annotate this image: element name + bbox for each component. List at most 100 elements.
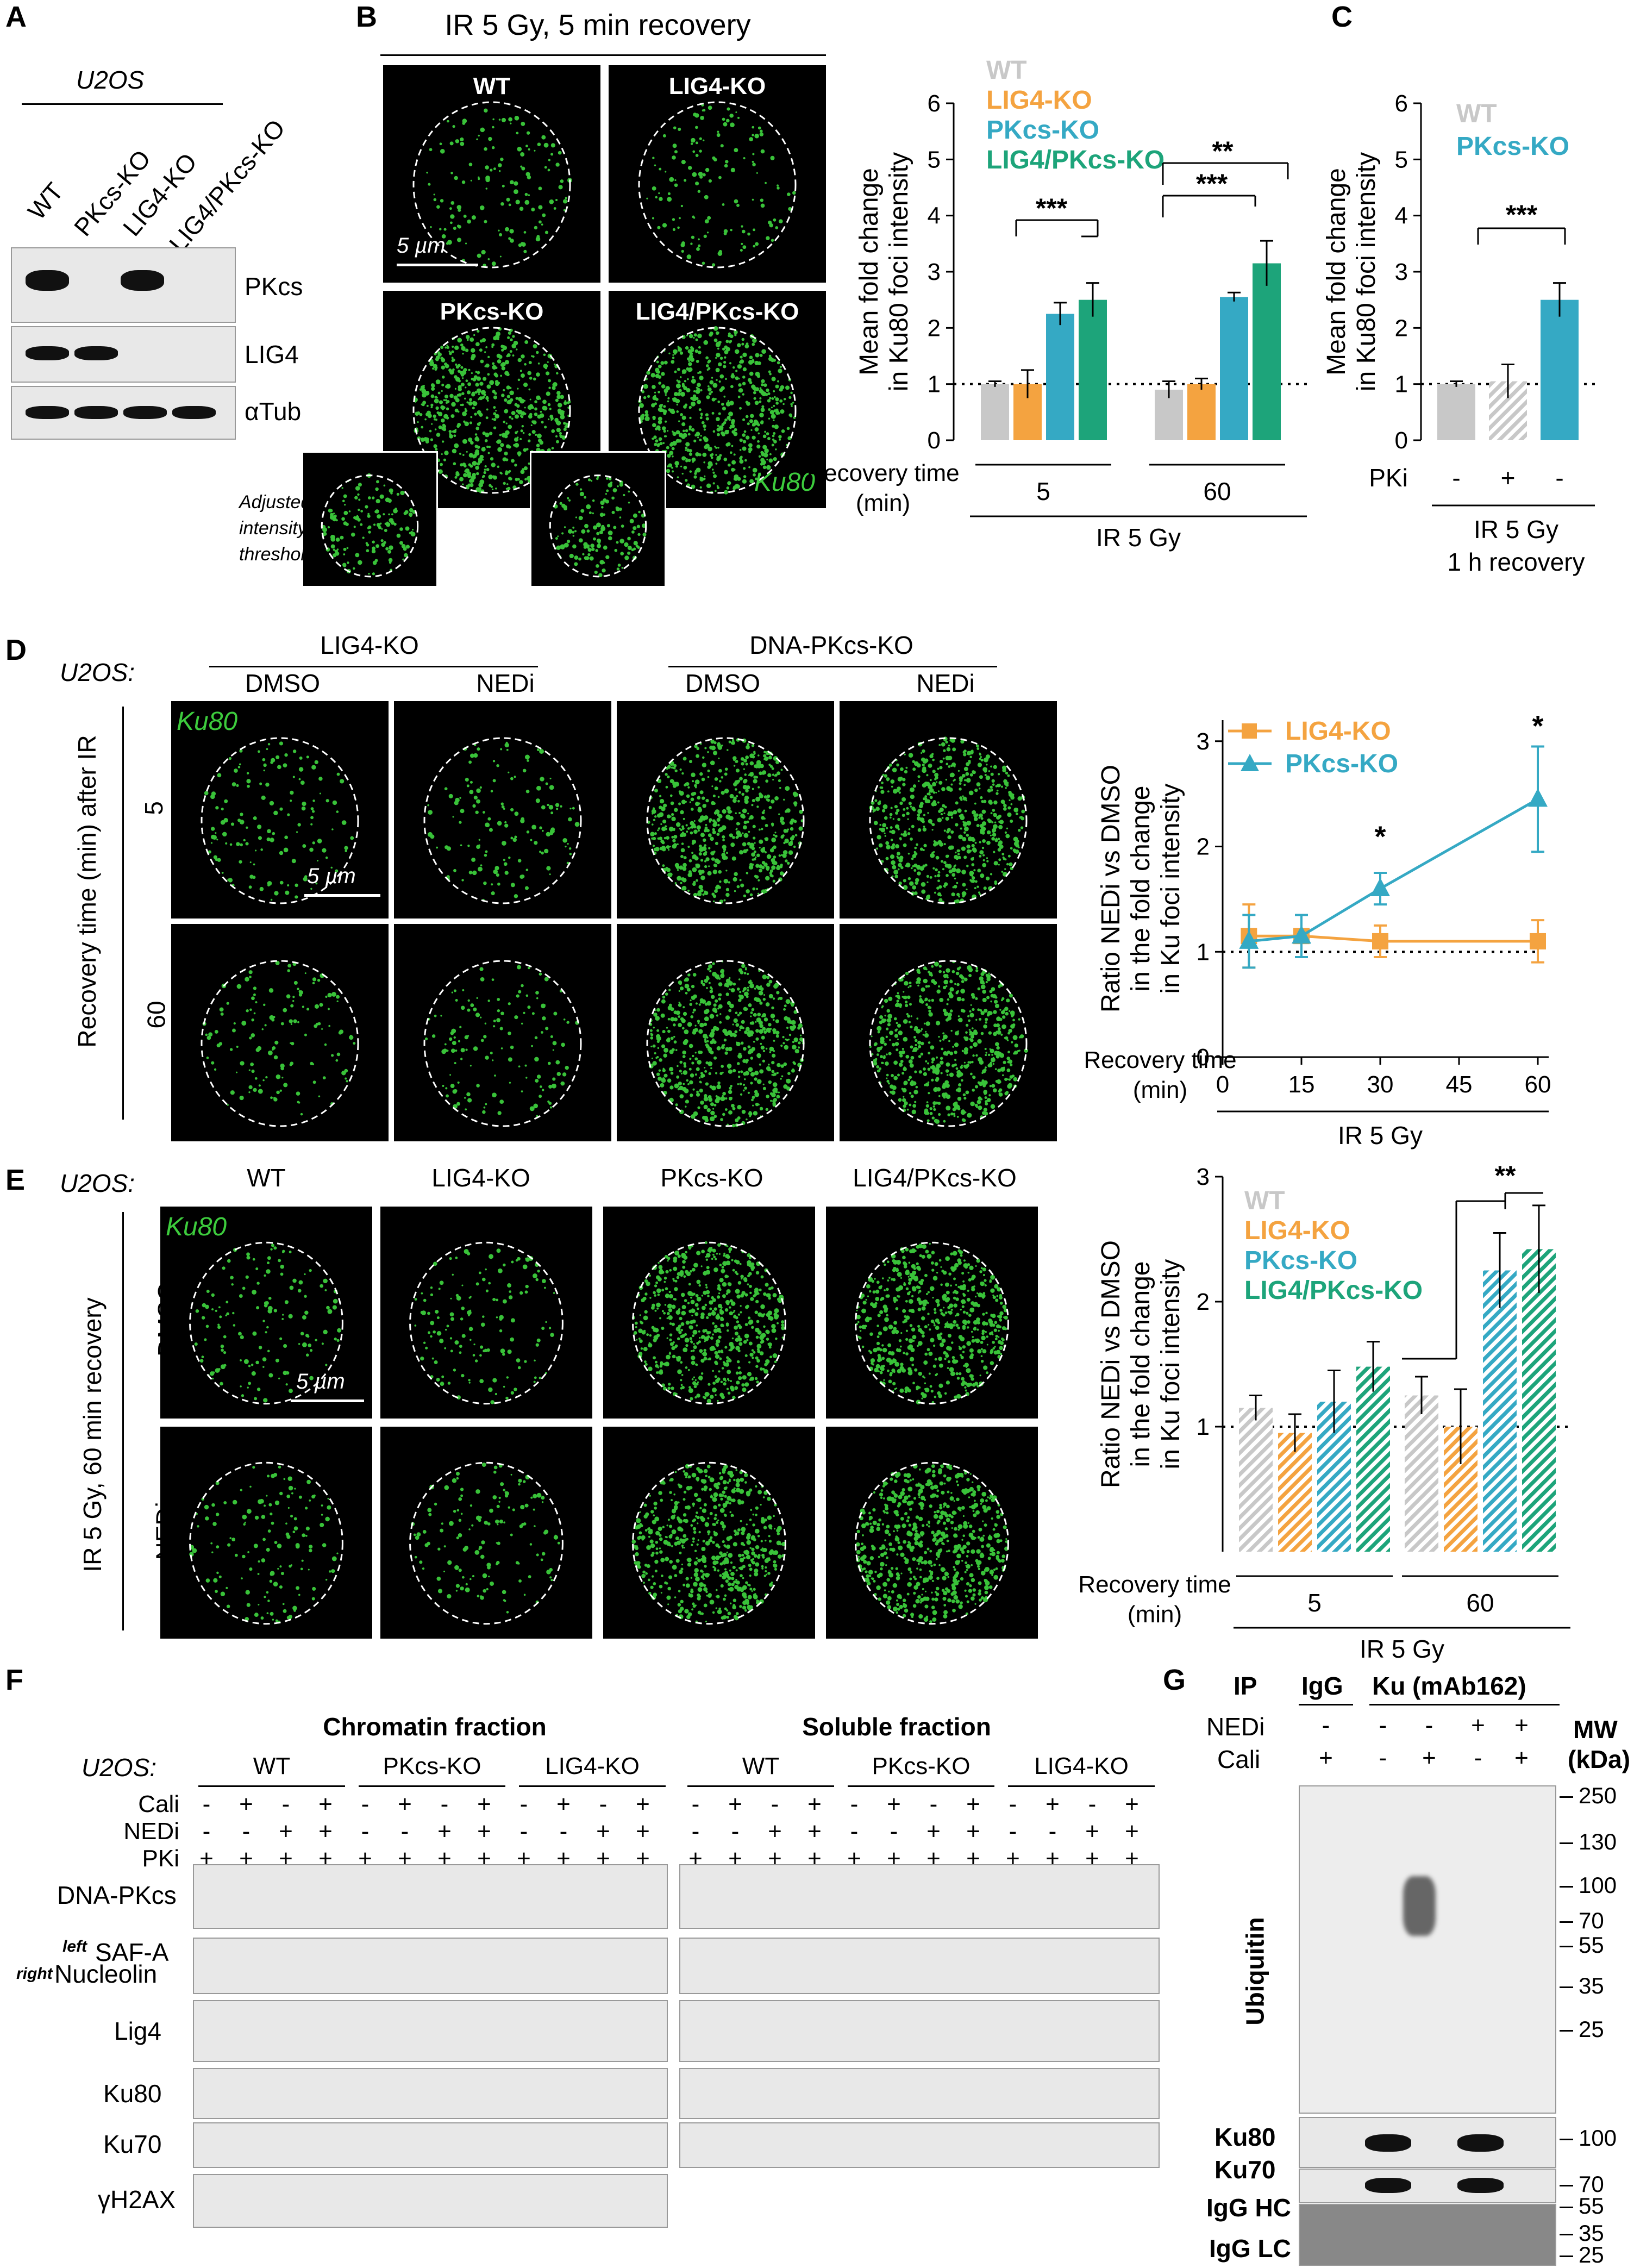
data-point: [1370, 878, 1390, 896]
blot-g-ubiquitin: [1299, 1785, 1556, 2114]
legend-entry: LIG4-KO: [1285, 717, 1391, 746]
blot-label: Ku80: [1214, 2122, 1275, 2152]
mw-tick: [1560, 2185, 1573, 2186]
nedi-mark: -: [685, 1818, 706, 1845]
panel-label-g: G: [1163, 1663, 1186, 1697]
mw-tick: [1560, 2139, 1573, 2140]
group-label: LIG4-KO: [1005, 1753, 1157, 1780]
legend-entry: WT: [1244, 1186, 1285, 1215]
nedi-mark: +: [1081, 1818, 1103, 1845]
blot-f-soluble: [679, 2122, 1160, 2168]
y-tick-label: 3: [1197, 1164, 1210, 1190]
mw-tick: [1560, 2030, 1573, 2032]
y-axis-label: in Ku80 foci intensity: [885, 152, 913, 391]
cali-mark: +: [1511, 1745, 1532, 1772]
blot-label: Lig4: [114, 2016, 161, 2046]
nedi-mark: +: [632, 1818, 654, 1845]
right-label: right: [16, 1965, 53, 1983]
cali-mark: +: [235, 1791, 257, 1818]
cali-mark: -: [1372, 1745, 1394, 1772]
chromatin-title: Chromatin fraction: [217, 1712, 652, 1741]
cali-mark: +: [553, 1791, 574, 1818]
cali-mark: -: [923, 1791, 944, 1818]
bar: [1239, 1408, 1273, 1552]
x-axis-label: (min): [1128, 1601, 1182, 1628]
y-axis-label: in the fold change: [1126, 1261, 1155, 1467]
cali-mark: -: [275, 1791, 297, 1818]
x-tick-label: 15: [1288, 1071, 1315, 1098]
bar: [1187, 384, 1216, 440]
cali-mark: -: [685, 1791, 706, 1818]
cell-line-label: U2OS:: [82, 1753, 156, 1782]
nedi-mark: -: [394, 1818, 416, 1845]
y-axis-label: in Ku foci intensity: [1156, 1259, 1185, 1470]
cali-mark: -: [1081, 1791, 1103, 1818]
mw-label: 100: [1579, 1872, 1617, 1898]
row-label: PKi: [103, 1845, 179, 1872]
y-axis-label: Mean fold change: [855, 168, 884, 376]
nedi-mark: -: [1418, 1712, 1440, 1739]
bar: [1046, 314, 1074, 441]
cali-mark: +: [315, 1791, 336, 1818]
legend-entry: PKcs-KO: [1456, 132, 1569, 161]
x-axis-label: Recovery time: [1078, 1571, 1231, 1598]
legend-entry: PKcs-KO: [1244, 1246, 1357, 1275]
y-axis-label: Ratio NEDi vs DMSO: [1097, 765, 1125, 1013]
group-label: 5: [1036, 477, 1050, 505]
group-underline: [359, 1785, 505, 1787]
nedi-mark: -: [196, 1818, 217, 1845]
mw-label: 35: [1579, 1973, 1604, 1999]
blot-f-chromatin: [193, 2122, 668, 2168]
significance-mark: *: [1374, 821, 1386, 853]
cali-mark: -: [354, 1791, 376, 1818]
mw-label: 55: [1579, 1932, 1604, 1958]
nedi-mark: -: [724, 1818, 746, 1845]
mw-label: 250: [1579, 1783, 1617, 1809]
pki-label: PKi: [1369, 464, 1408, 492]
bar: [1220, 297, 1248, 441]
blot-label: Ku80: [103, 2079, 161, 2108]
legend-entry: PKcs-KO: [986, 116, 1099, 145]
underline: [1299, 1704, 1353, 1705]
cali-mark: +: [473, 1791, 495, 1818]
legend-entry: LIG4/PKcs-KO: [1244, 1276, 1423, 1305]
nedi-mark: -: [235, 1818, 257, 1845]
y-tick-label: 6: [1395, 90, 1408, 117]
left-label: left: [62, 1938, 87, 1956]
x-tick-label: 0: [1216, 1071, 1229, 1098]
nedi-mark: +: [962, 1818, 984, 1845]
cali-mark: -: [1467, 1745, 1489, 1772]
ip-label: IP: [1234, 1671, 1257, 1701]
group-label: 60: [1203, 477, 1231, 505]
mw-label: 100: [1579, 2125, 1617, 2151]
mw-tick: [1560, 2207, 1573, 2208]
mw-label: 70: [1579, 1908, 1604, 1934]
cali-mark: +: [1042, 1791, 1063, 1818]
bar: [1522, 1249, 1556, 1552]
group-underline: [1008, 1785, 1155, 1787]
group-label: WT: [685, 1753, 837, 1780]
nedi-row-label: NEDi: [1206, 1712, 1264, 1741]
y-tick-label: 2: [1197, 1289, 1210, 1315]
pki-value: +: [1501, 464, 1516, 492]
nedi-mark: +: [1511, 1712, 1532, 1739]
mw-tick: [1560, 2255, 1573, 2257]
cali-mark: +: [883, 1791, 905, 1818]
group-label: WT: [196, 1753, 348, 1780]
mw-label: 25: [1579, 2242, 1604, 2268]
y-tick-label: 3: [1395, 259, 1408, 285]
pki-value: -: [1452, 464, 1460, 492]
nedi-mark: +: [764, 1818, 786, 1845]
x-axis-label: Recovery time: [806, 460, 959, 486]
blot-f-soluble: [679, 2000, 1160, 2062]
significance-mark: **: [1495, 1160, 1516, 1191]
y-tick-label: 1: [1197, 1414, 1210, 1440]
cali-mark: -: [434, 1791, 455, 1818]
nedi-mark: +: [434, 1818, 455, 1845]
significance-mark: ***: [1196, 168, 1228, 199]
bar: [1541, 300, 1579, 440]
igg-label: IgG: [1301, 1671, 1343, 1701]
y-tick-label: 3: [928, 259, 941, 285]
ir-label: IR 5 Gy: [1360, 1635, 1444, 1663]
cali-mark: +: [1121, 1791, 1143, 1818]
